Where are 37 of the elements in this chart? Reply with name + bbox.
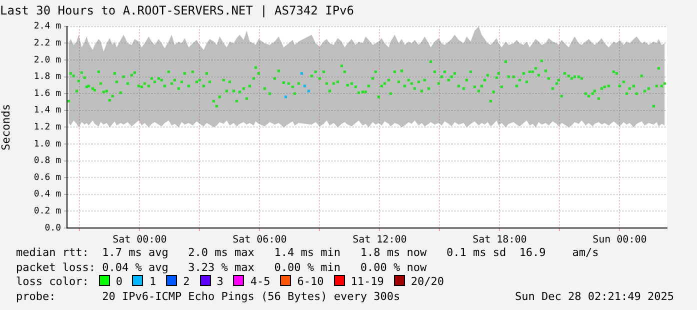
text: 0 [116, 275, 122, 288]
text: 3 [216, 275, 224, 288]
x-tick-label: Sat 00:00 [112, 234, 167, 246]
x-tick-label: Sat 18:00 [472, 234, 527, 246]
x-tick-label: Sun 00:00 [592, 234, 647, 246]
y-tick-label: 2.0 m [34, 55, 61, 66]
text: 2 [183, 275, 190, 288]
y-axis-title: Seconds [0, 104, 12, 150]
y-tick-label: 1.2 m [34, 122, 61, 133]
point [307, 90, 310, 92]
y-tick-label: 0.6 m [34, 172, 61, 183]
y-tick-label: 0.4 m [34, 190, 61, 200]
point [284, 96, 287, 98]
y-tick-label: 1.6 m [34, 88, 61, 99]
y-tick-label: 2.2 m [34, 38, 61, 49]
text: packet loss: 0.04 % avg 3.23 % max 0.00 % min 0.00 % now [16, 260, 428, 275]
text: loss color: [16, 275, 89, 288]
y-tick-label: 2.4 m [34, 22, 61, 32]
point [303, 84, 306, 88]
y-tick-label: 0.0 [44, 223, 61, 234]
chart-title: Last 30 Hours to A.ROOT-SERVERS.NET | AS7342 IPv6 [0, 3, 354, 18]
y-tick-label: 1.4 m [34, 106, 61, 116]
y-tick-label: 1.0 m [34, 139, 61, 150]
text: 6-10 [297, 275, 324, 288]
x-tick-label: Sat 06:00 [232, 234, 287, 246]
text: 4-5 [250, 275, 270, 288]
y-tick-label: 0.8 m [34, 156, 61, 166]
text: 11-19 [350, 275, 384, 288]
text: Sun Dec 28 02:21:49 2025 [515, 290, 674, 304]
text: median rtt: 1.7 ms avg 2.0 ms max 1.4 ms min 1.8 ms now 0.1 ms sd 16.9 am/s [16, 246, 600, 260]
text: 1 [149, 275, 156, 288]
x-tick-label: Sat 12:00 [352, 234, 407, 246]
text: 20/20 [410, 275, 444, 288]
text: probe: 20 IPv6-ICMP Echo Pings (56 Bytes) every 300s [16, 290, 400, 302]
y-tick-label: 1.8 m [34, 72, 61, 82]
point [300, 72, 303, 75]
y-tick-label: 0.2 m [34, 206, 61, 217]
